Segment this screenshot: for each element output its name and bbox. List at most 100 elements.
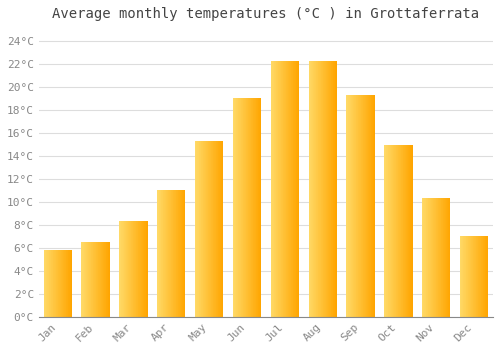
Bar bbox=[353, 94, 354, 317]
Bar bbox=[389, 145, 390, 317]
Bar bbox=[48, 250, 49, 317]
Bar bbox=[169, 190, 170, 317]
Bar bbox=[284, 61, 285, 317]
Bar bbox=[327, 61, 328, 317]
Bar bbox=[94, 242, 95, 317]
Bar bbox=[390, 145, 392, 317]
Bar bbox=[162, 190, 163, 317]
Bar bbox=[371, 94, 372, 317]
Bar bbox=[426, 198, 427, 317]
Bar bbox=[256, 98, 257, 317]
Bar bbox=[254, 98, 255, 317]
Bar bbox=[469, 236, 470, 317]
Bar bbox=[360, 94, 362, 317]
Bar bbox=[282, 61, 284, 317]
Bar bbox=[330, 61, 331, 317]
Bar bbox=[274, 61, 275, 317]
Bar bbox=[320, 61, 322, 317]
Bar bbox=[398, 145, 399, 317]
Bar bbox=[332, 61, 334, 317]
Bar bbox=[168, 190, 169, 317]
Bar bbox=[146, 221, 147, 317]
Bar bbox=[446, 198, 447, 317]
Bar bbox=[207, 141, 208, 317]
Bar bbox=[438, 198, 439, 317]
Bar bbox=[257, 98, 258, 317]
Bar bbox=[102, 242, 104, 317]
Bar bbox=[195, 141, 196, 317]
Bar bbox=[319, 61, 320, 317]
Bar bbox=[125, 221, 126, 317]
Bar bbox=[182, 190, 184, 317]
Bar bbox=[70, 250, 71, 317]
Bar bbox=[387, 145, 388, 317]
Bar bbox=[395, 145, 396, 317]
Bar bbox=[349, 94, 350, 317]
Bar bbox=[407, 145, 408, 317]
Bar bbox=[331, 61, 332, 317]
Bar bbox=[313, 61, 314, 317]
Bar bbox=[87, 242, 88, 317]
Bar bbox=[206, 141, 207, 317]
Bar bbox=[244, 98, 245, 317]
Bar bbox=[484, 236, 485, 317]
Bar bbox=[250, 98, 252, 317]
Bar bbox=[49, 250, 50, 317]
Bar bbox=[477, 236, 478, 317]
Bar bbox=[198, 141, 199, 317]
Bar bbox=[179, 190, 180, 317]
Bar bbox=[178, 190, 179, 317]
Bar bbox=[441, 198, 442, 317]
Bar bbox=[464, 236, 465, 317]
Bar bbox=[312, 61, 313, 317]
Bar bbox=[135, 221, 136, 317]
Bar bbox=[196, 141, 197, 317]
Bar bbox=[424, 198, 425, 317]
Bar bbox=[277, 61, 278, 317]
Bar bbox=[432, 198, 434, 317]
Bar bbox=[217, 141, 218, 317]
Bar bbox=[346, 94, 347, 317]
Bar bbox=[185, 190, 186, 317]
Bar bbox=[245, 98, 246, 317]
Bar bbox=[71, 250, 72, 317]
Bar bbox=[475, 236, 476, 317]
Bar bbox=[174, 190, 175, 317]
Bar bbox=[463, 236, 464, 317]
Bar bbox=[315, 61, 316, 317]
Bar bbox=[141, 221, 142, 317]
Bar bbox=[370, 94, 371, 317]
Bar bbox=[365, 94, 366, 317]
Bar bbox=[367, 94, 368, 317]
Bar bbox=[288, 61, 289, 317]
Bar bbox=[369, 94, 370, 317]
Bar bbox=[197, 141, 198, 317]
Bar bbox=[50, 250, 51, 317]
Bar bbox=[410, 145, 411, 317]
Bar bbox=[476, 236, 477, 317]
Bar bbox=[435, 198, 436, 317]
Bar bbox=[166, 190, 167, 317]
Bar bbox=[67, 250, 68, 317]
Bar bbox=[130, 221, 132, 317]
Bar bbox=[309, 61, 310, 317]
Bar bbox=[129, 221, 130, 317]
Bar bbox=[126, 221, 127, 317]
Bar bbox=[397, 145, 398, 317]
Bar bbox=[429, 198, 430, 317]
Bar bbox=[144, 221, 145, 317]
Bar bbox=[104, 242, 105, 317]
Bar bbox=[88, 242, 89, 317]
Bar bbox=[384, 145, 385, 317]
Bar bbox=[120, 221, 122, 317]
Bar bbox=[246, 98, 247, 317]
Bar bbox=[287, 61, 288, 317]
Bar bbox=[462, 236, 463, 317]
Bar bbox=[220, 141, 221, 317]
Bar bbox=[406, 145, 407, 317]
Bar bbox=[96, 242, 97, 317]
Bar bbox=[447, 198, 448, 317]
Bar bbox=[399, 145, 400, 317]
Bar bbox=[439, 198, 440, 317]
Bar bbox=[317, 61, 318, 317]
